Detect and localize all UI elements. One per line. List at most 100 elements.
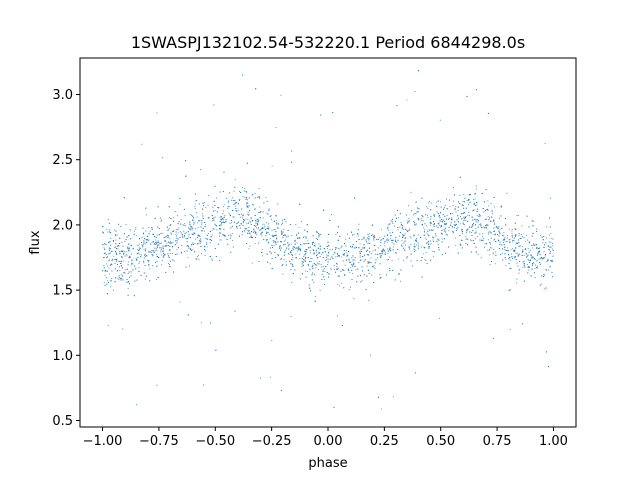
data-point <box>157 226 159 228</box>
data-point <box>128 248 130 250</box>
data-point <box>148 227 150 229</box>
data-point <box>169 237 171 239</box>
data-point <box>352 259 354 261</box>
data-point <box>237 209 239 211</box>
data-point <box>171 253 174 255</box>
data-point <box>201 222 203 224</box>
data-point <box>444 215 446 217</box>
data-point <box>518 242 520 244</box>
data-point <box>352 255 354 257</box>
data-point <box>487 215 489 217</box>
data-point <box>284 251 286 253</box>
data-point <box>490 243 492 245</box>
data-point <box>141 244 143 246</box>
data-point <box>550 260 552 262</box>
data-point <box>294 240 296 243</box>
data-point <box>254 193 256 195</box>
data-point <box>440 206 442 208</box>
data-point <box>401 228 403 230</box>
data-point <box>144 238 146 240</box>
data-point <box>392 246 394 248</box>
data-point <box>380 241 382 244</box>
data-point <box>202 227 204 229</box>
data-point <box>298 246 300 248</box>
data-point <box>531 268 533 270</box>
data-point <box>494 233 496 235</box>
x-tick-label: 0.75 <box>483 434 512 449</box>
data-point <box>254 214 256 216</box>
data-point <box>410 253 412 255</box>
data-point <box>128 235 130 237</box>
data-point <box>369 233 371 235</box>
data-point <box>467 203 470 206</box>
data-point <box>231 233 233 235</box>
data-point <box>222 190 224 193</box>
data-point <box>107 282 110 284</box>
data-point <box>416 238 418 240</box>
data-point <box>379 274 381 276</box>
data-point <box>120 256 123 258</box>
data-point <box>549 252 551 255</box>
data-point <box>461 212 463 215</box>
data-point <box>397 248 399 250</box>
data-point <box>513 239 515 242</box>
data-point <box>455 211 457 213</box>
data-point <box>510 249 512 251</box>
data-point <box>135 235 137 237</box>
data-point <box>247 206 249 208</box>
data-point <box>309 290 312 292</box>
data-point <box>115 239 117 241</box>
data-point <box>139 253 141 255</box>
data-point <box>110 286 112 288</box>
data-point <box>337 239 339 241</box>
data-point <box>229 215 232 217</box>
data-point <box>373 239 375 241</box>
data-point <box>367 299 369 301</box>
data-point <box>162 256 164 258</box>
data-point <box>471 231 473 233</box>
data-point <box>462 200 464 202</box>
data-point <box>114 268 116 270</box>
data-point <box>230 251 232 253</box>
data-point <box>110 280 112 282</box>
data-point <box>138 243 140 245</box>
data-point <box>347 269 349 271</box>
data-point <box>203 202 205 204</box>
data-point <box>474 204 476 207</box>
data-point <box>449 205 451 208</box>
data-point <box>551 248 553 250</box>
data-point <box>417 211 419 213</box>
data-point <box>430 243 432 245</box>
data-point <box>151 253 153 256</box>
data-point <box>112 258 114 260</box>
data-point <box>521 323 523 325</box>
data-point <box>167 262 169 264</box>
data-point <box>382 238 384 240</box>
data-point <box>283 244 285 246</box>
data-point <box>407 220 409 222</box>
data-point <box>116 258 118 260</box>
data-point <box>276 222 278 224</box>
data-point <box>310 252 312 254</box>
data-point <box>460 244 462 247</box>
data-point <box>399 226 401 228</box>
data-point <box>380 254 382 256</box>
data-point <box>391 219 394 221</box>
data-point <box>547 366 549 368</box>
data-point <box>296 247 298 249</box>
data-point <box>487 209 489 211</box>
data-point <box>139 261 141 263</box>
data-point <box>257 224 259 226</box>
data-point <box>216 229 218 231</box>
data-point <box>396 241 398 244</box>
data-point <box>286 247 288 249</box>
data-point <box>339 235 341 237</box>
data-point <box>342 269 344 271</box>
data-point <box>121 277 123 279</box>
data-point <box>403 247 405 249</box>
data-point <box>356 240 358 243</box>
data-point <box>275 256 277 259</box>
data-point <box>388 267 390 269</box>
x-tick-label: −0.75 <box>139 434 179 449</box>
data-point <box>313 250 315 252</box>
